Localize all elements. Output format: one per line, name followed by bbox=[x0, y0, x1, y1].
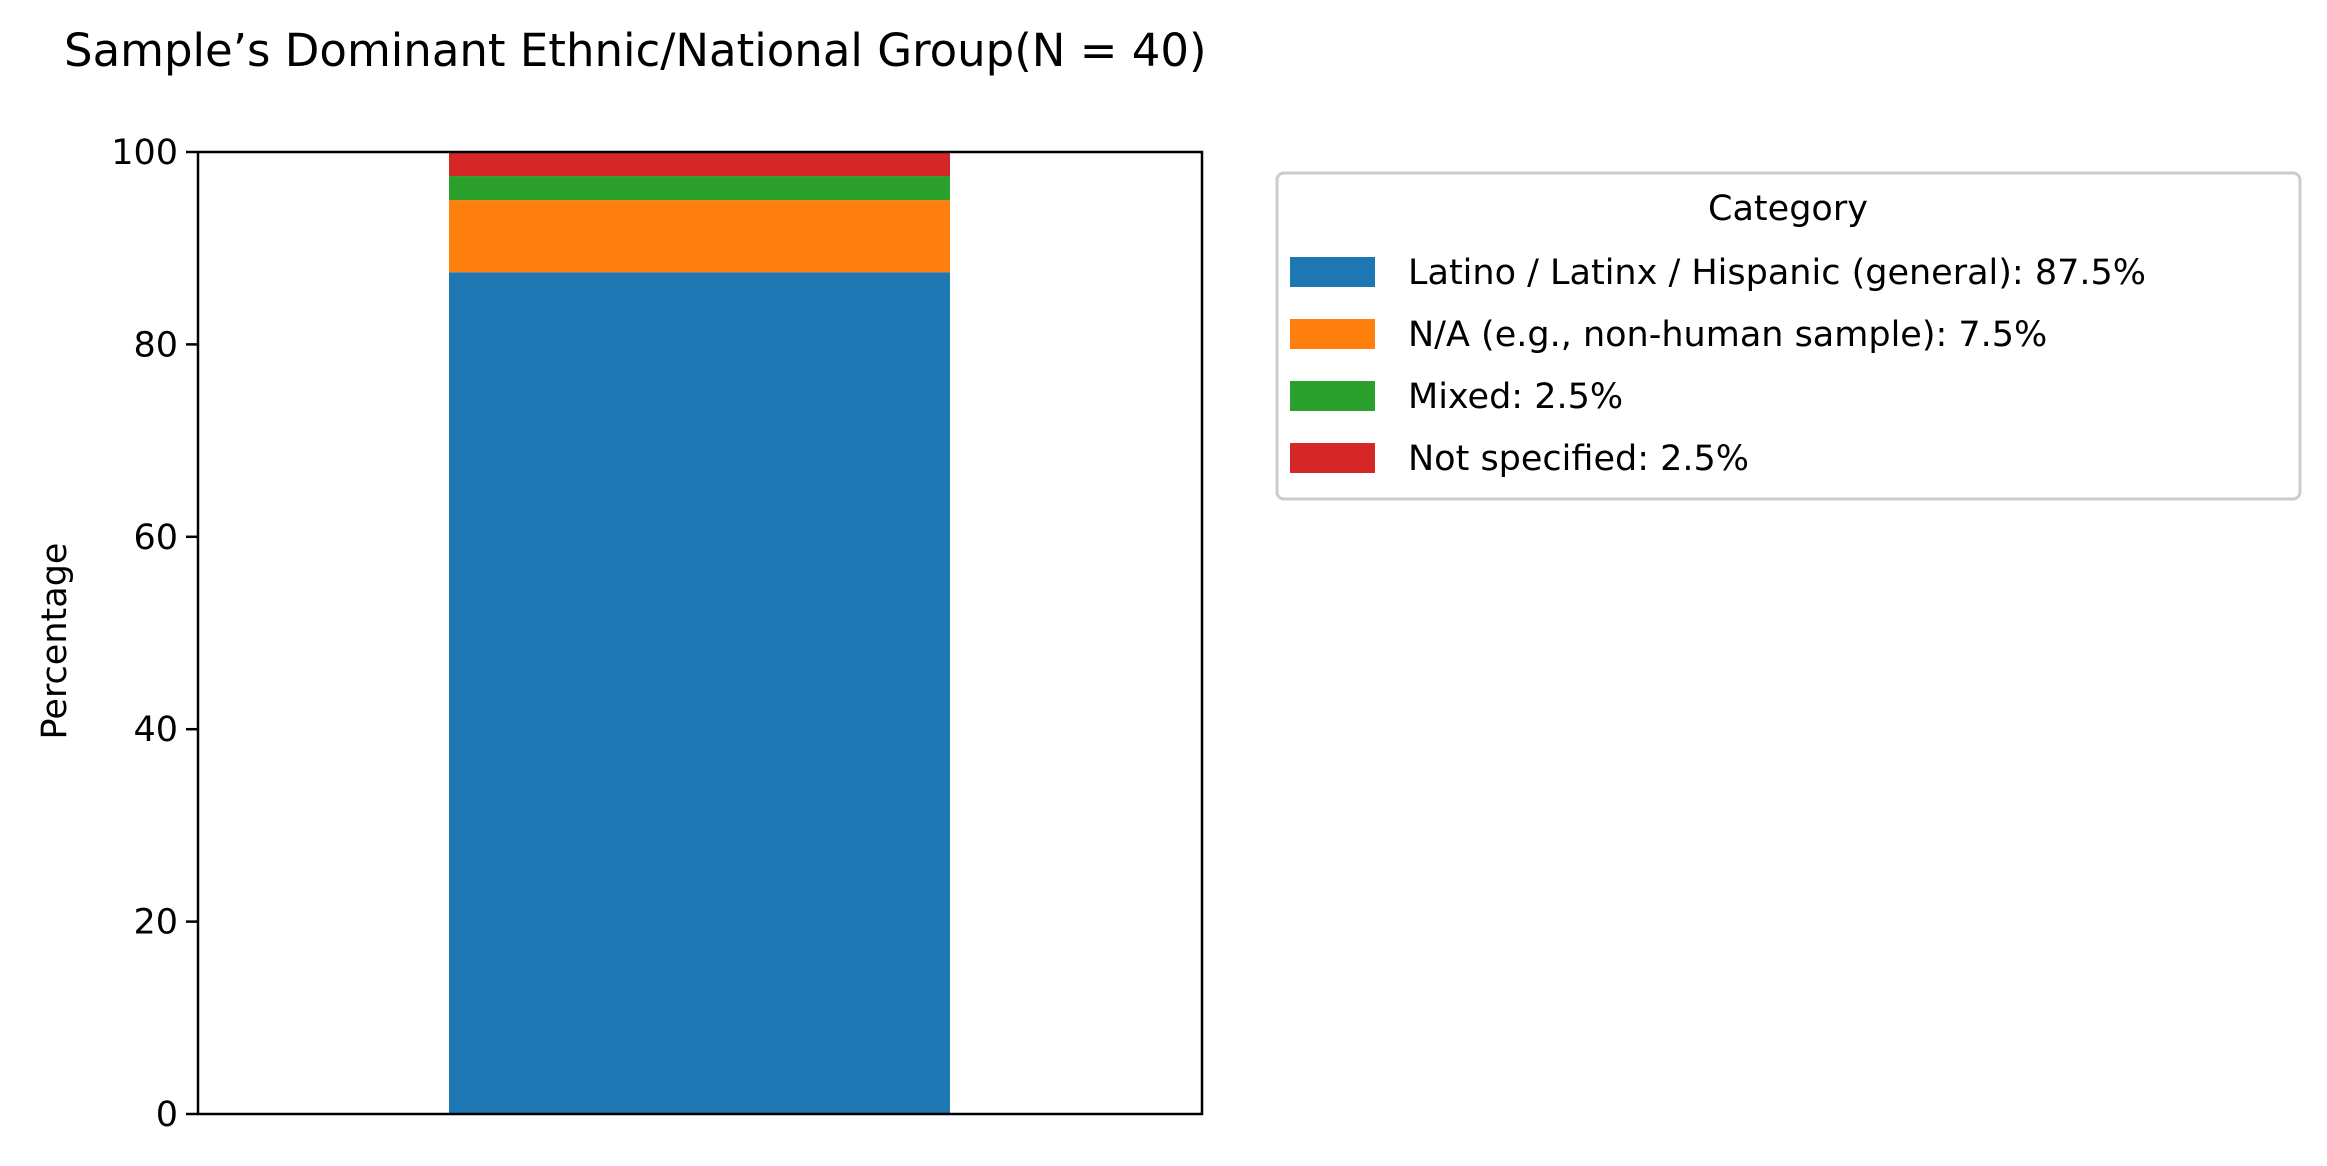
legend-swatch-2 bbox=[1290, 319, 1375, 349]
legend-items: Latino / Latinx / Hispanic (general): 87… bbox=[1290, 253, 2146, 479]
legend: Category Latino / Latinx / Hispanic (gen… bbox=[1275, 171, 2302, 501]
y-tick-label: 100 bbox=[111, 133, 178, 173]
plot-area: 0 20 40 60 80 100 bbox=[111, 133, 1204, 1135]
y-tick-label: 40 bbox=[133, 710, 178, 750]
bar-segment-2 bbox=[449, 200, 950, 273]
legend-swatch-3 bbox=[1290, 381, 1375, 411]
y-tick-label: 20 bbox=[133, 903, 178, 943]
y-tick-label: 60 bbox=[133, 518, 178, 558]
legend-frame bbox=[1275, 171, 2302, 501]
legend-label-4: Not specified: 2.5% bbox=[1408, 439, 1749, 479]
chart-title: Sample’s Dominant Ethnic/National Group(… bbox=[64, 24, 1207, 77]
axes-frame bbox=[196, 150, 1204, 1116]
bar-segment-1 bbox=[449, 272, 950, 1114]
legend-swatch-4 bbox=[1290, 443, 1375, 473]
y-tick-label: 0 bbox=[156, 1095, 178, 1135]
legend-title: Category bbox=[1708, 189, 1868, 229]
legend-label-3: Mixed: 2.5% bbox=[1408, 377, 1623, 417]
bar-segment-4 bbox=[449, 152, 950, 177]
legend-label-2: N/A (e.g., non-human sample): 7.5% bbox=[1408, 315, 2047, 355]
legend-label-1: Latino / Latinx / Hispanic (general): 87… bbox=[1408, 253, 2146, 293]
legend-swatch-1 bbox=[1290, 257, 1375, 287]
y-tick-label: 80 bbox=[133, 325, 178, 365]
y-axis-label: Percentage bbox=[35, 543, 75, 740]
bar-segment-3 bbox=[449, 176, 950, 201]
